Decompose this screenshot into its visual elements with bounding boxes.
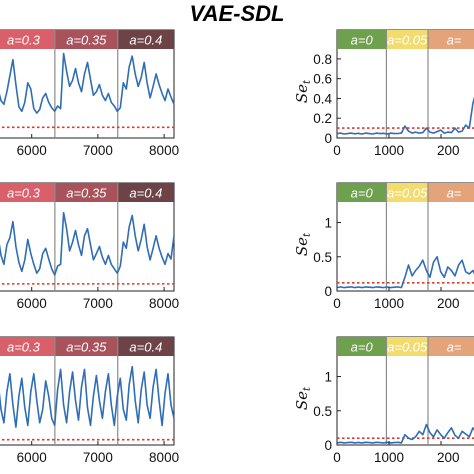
condition-band (337, 183, 387, 202)
condition-band (428, 337, 474, 356)
condition-band (428, 30, 474, 49)
condition-band (117, 337, 174, 356)
band-label: a=0.3 (7, 186, 41, 201)
x-tick-label: 1000 (374, 143, 404, 158)
condition-band (337, 30, 387, 49)
y-tick-label: 0 (324, 284, 332, 299)
panel-left-2: a=0.3 a=0.35 a=0.4 6000 7000 8000 (0, 182, 179, 311)
y-axis-label-main: Se (293, 391, 311, 410)
band-label: a=0.3 (7, 340, 41, 355)
y-axis-label-main: Se (293, 84, 311, 103)
band-label: a=0.05 (387, 340, 428, 355)
x-tick-label: 8000 (149, 296, 179, 311)
y-tick-label: 0.6 (313, 72, 332, 87)
x-tick-label: 0 (333, 143, 341, 158)
figure-title: VAE-SDL (190, 1, 285, 26)
band-label: a=0 (351, 340, 374, 355)
x-tick-label: 8000 (149, 450, 179, 465)
y-axis-label-subscript: t (302, 386, 313, 391)
band-label: a= (447, 186, 462, 201)
x-tick-label: 1000 (374, 450, 404, 465)
condition-band (386, 183, 428, 202)
band-label: a=0.3 (7, 33, 41, 48)
x-tick-label: 200 (437, 450, 460, 465)
series-line (0, 211, 175, 276)
y-tick-label: 0 (324, 131, 332, 146)
series-line (0, 365, 175, 429)
series-line (336, 255, 474, 289)
condition-band (54, 337, 118, 356)
condition-band (428, 183, 474, 202)
series-line (336, 96, 474, 135)
condition-band (0, 183, 55, 202)
band-label: a= (447, 340, 462, 355)
x-tick-label: 0 (333, 450, 341, 465)
y-axis-label: Set (293, 232, 313, 256)
band-label: a=0.05 (387, 186, 428, 201)
condition-band (54, 183, 118, 202)
y-tick-label: 1 (324, 370, 332, 385)
condition-band (117, 183, 174, 202)
y-tick-label: 0.4 (313, 91, 332, 106)
y-tick-label: 0 (324, 438, 332, 453)
band-label: a=0 (351, 33, 374, 48)
panel-left-1: a=0.3 a=0.35 a=0.4 6000 7000 8000 (0, 29, 179, 158)
band-label: a= (447, 33, 462, 48)
condition-band (117, 30, 174, 49)
y-axis-label: Set (293, 79, 313, 103)
y-tick-label: 1 (324, 216, 332, 231)
y-axis-label-main: Se (293, 237, 311, 256)
y-tick-label: 0.8 (313, 52, 332, 67)
condition-band (386, 337, 428, 356)
x-tick-label: 7000 (83, 450, 113, 465)
x-tick-label: 0 (333, 296, 341, 311)
band-label: a=0.35 (66, 33, 107, 48)
y-tick-label: 0.5 (313, 250, 332, 265)
band-label: a=0.35 (66, 340, 107, 355)
x-tick-label: 6000 (17, 143, 47, 158)
band-label: a=0.4 (129, 33, 162, 48)
condition-band (0, 30, 55, 49)
band-label: a=0.05 (387, 33, 428, 48)
panel-left-3: a=0.3 a=0.35 a=0.4 6000 7000 8000 (0, 336, 179, 465)
x-tick-label: 200 (437, 143, 460, 158)
band-label: a=0.35 (66, 186, 107, 201)
condition-band (0, 337, 55, 356)
x-tick-label: 6000 (17, 450, 47, 465)
band-label: a=0.4 (129, 186, 162, 201)
y-axis-label-subscript: t (302, 79, 313, 84)
y-axis-label-subscript: t (302, 232, 313, 237)
x-tick-label: 7000 (83, 143, 113, 158)
x-tick-label: 7000 (83, 296, 113, 311)
condition-band (386, 30, 428, 49)
y-axis-label: Set (293, 386, 313, 410)
condition-band (337, 337, 387, 356)
x-tick-label: 6000 (17, 296, 47, 311)
series-line (336, 423, 474, 444)
band-label: a=0 (351, 186, 374, 201)
condition-band (54, 30, 118, 49)
band-label: a=0.4 (129, 340, 162, 355)
y-tick-label: 0.5 (313, 404, 332, 419)
x-tick-label: 200 (437, 296, 460, 311)
x-tick-label: 8000 (149, 143, 179, 158)
x-tick-label: 1000 (374, 296, 404, 311)
series-line (0, 52, 175, 114)
y-tick-label: 0.2 (313, 111, 332, 126)
